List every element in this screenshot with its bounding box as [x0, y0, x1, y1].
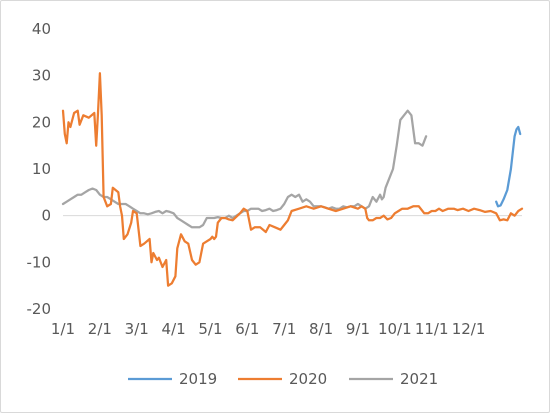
y-tick-label: 0	[41, 207, 51, 225]
series-line-2019	[495, 125, 522, 208]
y-tick-label: -20	[27, 300, 52, 318]
x-tick-label: 10/1	[378, 320, 412, 338]
x-tick-label: 6/1	[235, 320, 259, 338]
y-tick-label: 20	[32, 113, 51, 131]
x-tick-label: 11/1	[415, 320, 449, 338]
series-line-2020	[61, 72, 524, 287]
series-lines	[61, 72, 524, 287]
legend-label-2021: 2021	[400, 370, 438, 388]
legend-label-2019: 2019	[179, 370, 217, 388]
y-tick-label: -10	[27, 253, 52, 271]
y-tick-label: 30	[32, 67, 51, 85]
x-tick-label: 7/1	[272, 320, 296, 338]
x-tick-label: 2/1	[88, 320, 112, 338]
y-tick-label: 40	[32, 20, 51, 38]
legend-label-2020: 2020	[289, 370, 327, 388]
y-axis-ticks: -20 -10 0 10 20 30 40	[27, 20, 52, 318]
x-tick-label: 4/1	[162, 320, 186, 338]
x-tick-label: 9/1	[346, 320, 370, 338]
y-tick-label: 10	[32, 160, 51, 178]
x-tick-label: 12/1	[452, 320, 486, 338]
legend: 2019 2020 2021	[128, 370, 438, 388]
x-tick-label: 3/1	[125, 320, 149, 338]
x-axis-ticks: 1/1 2/1 3/1 4/1 5/1 6/1 7/1 8/1 9/1 10/1 11/1 12/1	[51, 320, 485, 338]
x-tick-label: 5/1	[198, 320, 222, 338]
x-tick-label: 1/1	[51, 320, 75, 338]
x-tick-label: 8/1	[309, 320, 333, 338]
